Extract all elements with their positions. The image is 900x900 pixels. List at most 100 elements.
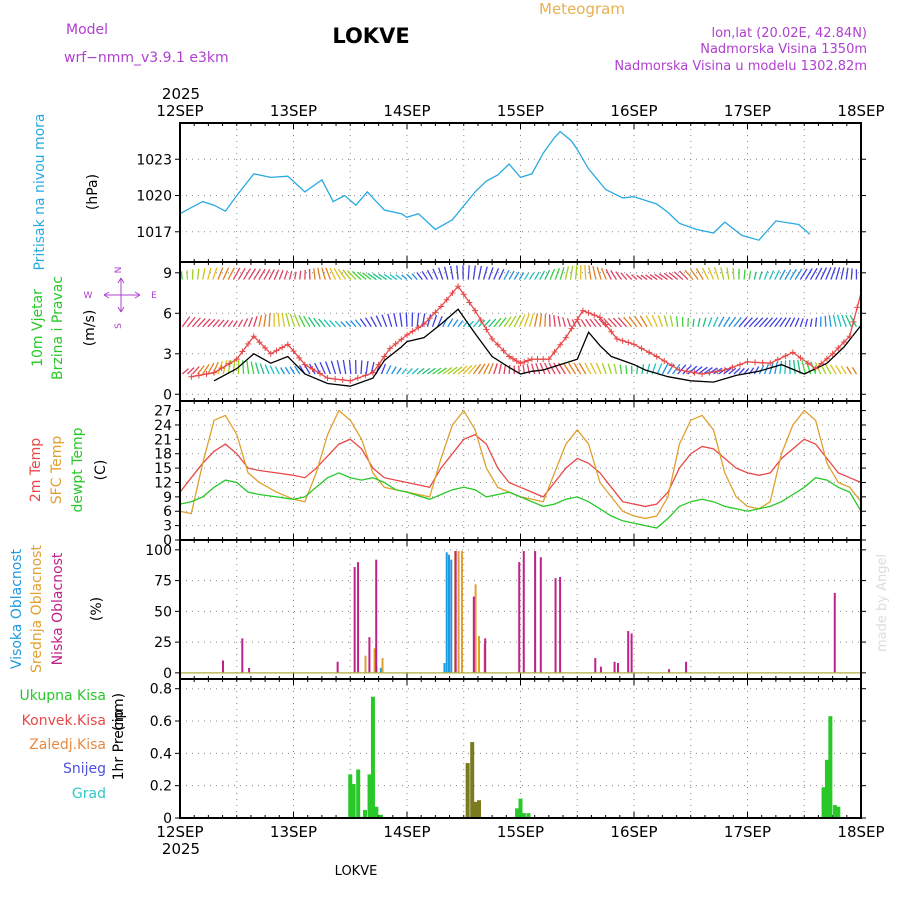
- wind-barb: [523, 272, 529, 280]
- gust-marker: [494, 341, 501, 348]
- wind-barb: [658, 273, 668, 281]
- wind-barb: [769, 270, 775, 280]
- y-tick-label: 18: [154, 447, 172, 463]
- y-tick-label: 0: [163, 533, 172, 549]
- wind-barb: [562, 362, 571, 375]
- x-tick-top-17sep: 17SEP: [724, 102, 771, 120]
- wind-barb: [544, 269, 551, 280]
- wind-barb: [472, 265, 476, 280]
- bar-clouds-2-19: [613, 661, 616, 673]
- gust-marker: [638, 345, 645, 352]
- gust-marker: [683, 368, 690, 375]
- wind-barb: [530, 363, 536, 375]
- bar-clouds-0-4: [447, 554, 450, 673]
- bar-clouds-1-2: [381, 658, 384, 673]
- wind-barb: [253, 268, 261, 280]
- wind-barb: [347, 270, 357, 280]
- gust-marker: [375, 361, 382, 368]
- wind-barb: [657, 315, 663, 327]
- bar-clouds-2-11: [518, 562, 521, 673]
- wind-barb: [325, 267, 331, 280]
- wind-barb: [654, 273, 663, 281]
- gust-marker: [752, 359, 759, 366]
- gust-marker: [284, 341, 291, 348]
- wind-barb: [356, 271, 367, 281]
- wind-barb: [645, 315, 653, 328]
- wind-barb: [351, 270, 362, 281]
- wind-barb: [728, 316, 737, 328]
- wind-barb: [554, 267, 560, 280]
- wind-barb: [227, 267, 235, 280]
- bar-precip-1-2: [473, 801, 478, 818]
- gust-marker: [774, 356, 781, 363]
- wind-barb: [393, 312, 398, 327]
- wind-barb: [277, 312, 280, 327]
- cloud-ylabel: Visoka Oblacnost: [9, 548, 25, 669]
- wind-barb: [779, 360, 783, 375]
- wind-barb: [631, 274, 638, 281]
- wind-barb: [784, 269, 792, 280]
- gust-marker: [854, 304, 861, 311]
- series-temperature-0: [179, 433, 862, 508]
- bar-precip-0-4: [367, 774, 372, 818]
- wind-barb: [753, 271, 757, 280]
- temp-ylabel3: dewpt Temp: [70, 427, 86, 512]
- wind-barb: [568, 362, 577, 375]
- y-tick-label: 25: [154, 635, 172, 651]
- bar-clouds-2-13: [534, 551, 537, 673]
- wind-barb: [313, 268, 316, 280]
- compass-w: W: [84, 291, 93, 301]
- wind-ylabel2: Brzina i Pravac: [50, 276, 66, 380]
- gust-marker: [797, 354, 804, 361]
- gust-marker: [339, 376, 346, 383]
- gust-marker: [239, 348, 246, 355]
- wind-barb: [601, 363, 607, 375]
- wind-barb: [841, 314, 847, 328]
- gust-marker: [296, 354, 303, 361]
- compass-e: E: [151, 291, 157, 301]
- wind-barb: [513, 271, 520, 280]
- wind-barb: [640, 274, 648, 281]
- bar-clouds-2-22: [630, 633, 633, 673]
- gust-marker: [392, 340, 399, 347]
- gust-marker: [619, 337, 626, 344]
- wind-barb: [573, 362, 582, 375]
- gust-marker: [250, 333, 257, 340]
- gust-marker: [744, 358, 751, 365]
- bar-clouds-2-23: [668, 669, 671, 673]
- temp-ylabel: 2m Temp: [28, 438, 44, 502]
- wind-barb: [246, 360, 250, 375]
- gust-marker: [369, 369, 376, 376]
- wind-barb: [442, 367, 453, 375]
- wind-barb: [799, 318, 804, 327]
- gust-marker: [245, 340, 252, 347]
- bar-clouds-2-3: [336, 661, 339, 673]
- bar-clouds-2-25: [833, 592, 836, 673]
- wind-barb: [227, 320, 234, 328]
- compass-n: N: [114, 267, 124, 274]
- bar-clouds-2-10: [484, 638, 487, 673]
- gust-marker: [568, 325, 575, 332]
- wind-barb: [656, 363, 663, 375]
- wind-barb: [308, 316, 316, 328]
- gust-marker: [332, 375, 339, 382]
- wind-barb: [447, 366, 458, 375]
- wind-barb: [663, 315, 669, 327]
- bar-precip-0-7: [378, 814, 383, 818]
- gust-marker: [449, 290, 456, 297]
- wind-barb: [695, 268, 704, 280]
- wind-barb: [804, 318, 809, 327]
- wind-barb: [548, 362, 556, 375]
- wind-barb: [663, 272, 673, 281]
- wind-unit: (m/s): [82, 310, 98, 347]
- bar-precip-0-1: [351, 784, 356, 818]
- wind-barb: [411, 367, 419, 375]
- wind-barb: [539, 270, 546, 280]
- wind-barb: [690, 268, 699, 280]
- wind-barb: [264, 364, 270, 375]
- gust-marker: [602, 321, 609, 328]
- wind-barb: [284, 366, 291, 375]
- bar-precip-0-11: [526, 813, 531, 818]
- wind-barb: [733, 367, 741, 375]
- wind-barb: [313, 317, 321, 328]
